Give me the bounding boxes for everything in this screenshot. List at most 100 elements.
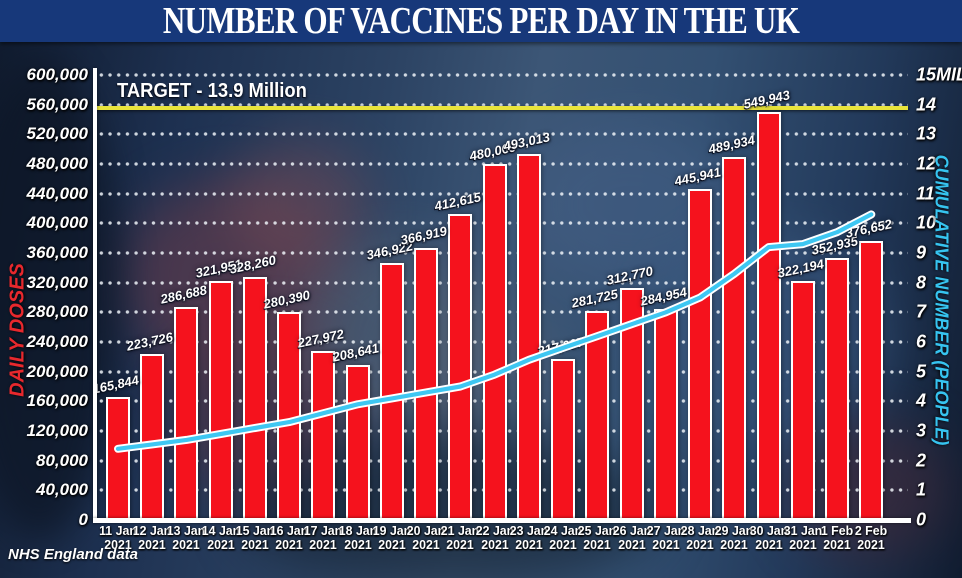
date-line: 28 Jan bbox=[680, 523, 720, 538]
date-line: 21 Jan bbox=[441, 523, 480, 538]
daily-dose-bar bbox=[585, 311, 610, 520]
year-line: 2021 bbox=[412, 537, 440, 552]
x-axis-date-label: 25 Jan 2021 bbox=[578, 524, 616, 552]
date-line: 24 Jan bbox=[543, 523, 583, 538]
date-line: 15 Jan bbox=[235, 523, 275, 538]
year-line: 2021 bbox=[583, 537, 612, 552]
date-line: 30 Jan bbox=[749, 523, 788, 538]
x-axis-date-label: 29 Jan 2021 bbox=[715, 524, 753, 552]
year-line: 2021 bbox=[309, 537, 338, 552]
x-axis-date-label: 1 Feb 2021 bbox=[821, 524, 853, 552]
daily-dose-bar bbox=[688, 189, 713, 520]
year-line: 2021 bbox=[343, 537, 372, 552]
x-axis-date-label: 30 Jan 2021 bbox=[749, 524, 787, 552]
date-line: 17 Jan bbox=[304, 523, 343, 538]
x-axis-date-label: 18 Jan 2021 bbox=[338, 524, 376, 552]
daily-dose-bar bbox=[482, 163, 507, 520]
right-tick-label: 13 bbox=[916, 123, 937, 144]
plot-area: TARGET - 13.9 Million 165,844 223,726 286,… bbox=[91, 73, 908, 520]
right-tick-label: 2 bbox=[916, 450, 927, 471]
x-axis-date-label: 22 Jan 2021 bbox=[475, 524, 513, 552]
left-tick-label: 400,000 bbox=[26, 213, 88, 233]
year-line: 2021 bbox=[617, 537, 646, 552]
x-axis-date-label: 26 Jan 2021 bbox=[612, 524, 650, 552]
year-line: 2021 bbox=[857, 537, 885, 552]
year-line: 2021 bbox=[823, 537, 851, 552]
year-line: 2021 bbox=[275, 537, 303, 552]
left-tick-label: 520,000 bbox=[26, 124, 88, 144]
right-tick-label: 1 bbox=[916, 479, 927, 500]
left-tick-label: 0 bbox=[78, 510, 88, 529]
left-tick-label: 600,000 bbox=[26, 65, 88, 84]
left-axis-title: DAILY DOSES bbox=[6, 263, 29, 397]
date-line: 26 Jan bbox=[612, 523, 651, 538]
left-tick-label: 120,000 bbox=[26, 421, 88, 440]
right-tick-label: 10 bbox=[916, 212, 937, 233]
daily-dose-bar bbox=[379, 262, 404, 520]
daily-dose-bar bbox=[174, 307, 199, 520]
year-line: 2021 bbox=[549, 537, 577, 552]
right-tick-label: 9 bbox=[916, 242, 927, 263]
left-tick-label: 160,000 bbox=[26, 391, 88, 411]
year-line: 2021 bbox=[206, 537, 235, 552]
left-tick-label: 480,000 bbox=[26, 154, 88, 173]
left-tick-label: 200,000 bbox=[26, 361, 88, 381]
gridline bbox=[95, 73, 908, 77]
cumulative-line-casing bbox=[114, 210, 876, 453]
x-axis-date-label: 15 Jan 2021 bbox=[236, 524, 274, 552]
x-axis-line bbox=[93, 518, 911, 523]
date-line: 18 Jan bbox=[338, 523, 377, 538]
daily-dose-bar bbox=[722, 156, 747, 520]
year-line: 2021 bbox=[241, 537, 269, 552]
daily-dose-bar bbox=[859, 240, 884, 520]
x-axis-date-label: 20 Jan 2021 bbox=[407, 524, 445, 552]
x-axis-date-label: 21 Jan 2021 bbox=[441, 524, 479, 552]
year-line: 2021 bbox=[104, 537, 132, 552]
daily-dose-bar bbox=[551, 359, 576, 520]
left-tick-label: 80,000 bbox=[36, 450, 88, 470]
left-tick-label: 440,000 bbox=[26, 183, 88, 203]
left-tick-label: 560,000 bbox=[26, 94, 88, 114]
x-axis-date-label: 23 Jan 2021 bbox=[510, 524, 548, 552]
date-line: 31 Jan bbox=[783, 523, 823, 538]
left-tick-label: 240,000 bbox=[26, 332, 88, 351]
right-axis-title: CUMULATIVE NUMBER (PEOPLE) bbox=[931, 154, 952, 446]
daily-dose-bar bbox=[516, 154, 541, 520]
right-tick-label: 14 bbox=[916, 94, 937, 115]
x-axis-date-label: 19 Jan 2021 bbox=[373, 524, 411, 552]
x-axis-date-label: 16 Jan 2021 bbox=[270, 524, 308, 552]
y-axis-line bbox=[93, 68, 97, 522]
chart-title: NUMBER OF VACCINES PER DAY IN THE UK bbox=[162, 0, 800, 42]
right-tick-label: 8 bbox=[916, 272, 927, 293]
date-line: 19 Jan bbox=[372, 523, 412, 538]
year-line: 2021 bbox=[686, 537, 714, 552]
daily-dose-bar bbox=[345, 365, 370, 520]
daily-dose-bar bbox=[242, 276, 267, 520]
gridline bbox=[95, 132, 908, 137]
year-line: 2021 bbox=[789, 537, 817, 552]
date-line: 27 Jan bbox=[646, 523, 686, 538]
gridline bbox=[95, 102, 908, 107]
date-line: 1 Feb bbox=[820, 523, 854, 538]
source-credit: NHS England data bbox=[8, 546, 139, 563]
year-line: 2021 bbox=[378, 537, 406, 552]
daily-dose-bar bbox=[414, 247, 439, 520]
year-line: 2021 bbox=[515, 537, 543, 552]
x-axis-date-label: 14 Jan 2021 bbox=[201, 524, 239, 552]
right-tick-label: 6 bbox=[916, 331, 927, 352]
daily-dose-bar bbox=[277, 312, 302, 520]
daily-dose-bar bbox=[825, 258, 850, 520]
right-tick-label: 3 bbox=[916, 420, 927, 441]
x-axis-date-label: 27 Jan 2021 bbox=[647, 524, 685, 552]
date-line: 16 Jan bbox=[269, 523, 309, 538]
title-bar: NUMBER OF VACCINES PER DAY IN THE UK bbox=[0, 0, 962, 42]
date-line: 13 Jan bbox=[167, 523, 206, 538]
date-line: 20 Jan bbox=[406, 523, 446, 538]
date-line: 23 Jan bbox=[509, 523, 549, 538]
cumulative-line bbox=[114, 210, 876, 453]
right-tick-label: 15MIL bbox=[916, 64, 962, 85]
year-line: 2021 bbox=[720, 537, 749, 552]
date-line: 25 Jan bbox=[578, 523, 617, 538]
right-tick-label: 7 bbox=[916, 301, 927, 322]
